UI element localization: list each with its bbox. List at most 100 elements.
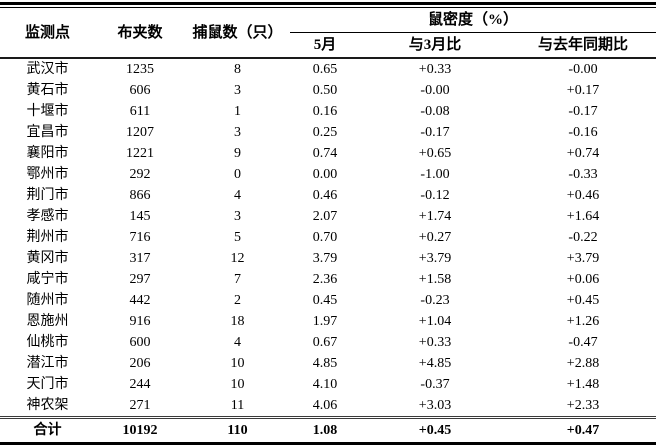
table-row: 仙桃市 600 4 0.67 +0.33 -0.47 <box>0 332 656 353</box>
table-row: 十堰市 611 1 0.16 -0.08 -0.17 <box>0 101 656 122</box>
cell-vs-last-year: +3.79 <box>566 251 600 266</box>
cell-traps: 611 <box>129 104 151 119</box>
cell-captured: 3 <box>234 83 241 98</box>
cell-may: 0.25 <box>312 125 338 140</box>
cell-traps: 866 <box>129 188 151 203</box>
table-row: 黄冈市 317 12 3.79 +3.79 +3.79 <box>0 248 656 269</box>
header-row-sub: 5月 与3月比 与去年同期比 <box>0 32 656 59</box>
cell-traps: 297 <box>129 272 151 287</box>
cell-traps: 600 <box>129 335 151 350</box>
cell-may: 0.74 <box>312 146 338 161</box>
table-row: 荆门市 866 4 0.46 -0.12 +0.46 <box>0 185 656 206</box>
total-vs-march: +0.45 <box>360 416 510 444</box>
cell-vs-last-year: -0.22 <box>568 230 598 245</box>
cell-site: 黄冈市 <box>26 251 69 266</box>
cell-vs-march: +4.85 <box>418 356 452 371</box>
cell-traps: 244 <box>129 377 151 392</box>
cell-site: 仙桃市 <box>26 335 69 350</box>
cell-site: 孝感市 <box>26 209 69 224</box>
table-row: 潜江市 206 10 4.85 +4.85 +2.88 <box>0 353 656 374</box>
cell-site: 随州市 <box>26 293 69 308</box>
cell-may: 0.46 <box>312 188 338 203</box>
cell-traps: 442 <box>129 293 151 308</box>
cell-vs-last-year: -0.16 <box>568 125 598 140</box>
cell-vs-last-year: -0.17 <box>568 104 598 119</box>
table-footer: 合计 10192 110 1.08 +0.45 +0.47 <box>0 416 656 444</box>
col-header-captured: 捕鼠数（只） <box>185 8 290 59</box>
top-rule-thin <box>0 7 656 8</box>
cell-captured: 9 <box>234 146 241 161</box>
table-row: 荆州市 716 5 0.70 +0.27 -0.22 <box>0 227 656 248</box>
cell-vs-march: -0.37 <box>420 377 450 392</box>
cell-vs-march: -0.12 <box>420 188 450 203</box>
total-captured: 110 <box>185 416 290 444</box>
cell-traps: 145 <box>129 209 151 224</box>
cell-vs-march: -1.00 <box>420 167 450 182</box>
table-row: 鄂州市 292 0 0.00 -1.00 -0.33 <box>0 164 656 185</box>
table-row: 襄阳市 1221 9 0.74 +0.65 +0.74 <box>0 143 656 164</box>
cell-site: 黄石市 <box>26 83 69 98</box>
cell-may: 4.85 <box>312 356 338 371</box>
cell-vs-last-year: +0.06 <box>566 272 600 287</box>
table-row: 孝感市 145 3 2.07 +1.74 +1.64 <box>0 206 656 227</box>
cell-traps: 292 <box>129 167 151 182</box>
cell-vs-march: +0.33 <box>418 335 452 350</box>
table-row: 神农架 271 11 4.06 +3.03 +2.33 <box>0 395 656 418</box>
cell-vs-march: +1.58 <box>418 272 452 287</box>
cell-site: 潜江市 <box>26 356 69 371</box>
cell-captured: 8 <box>234 62 241 77</box>
cell-vs-march: +3.79 <box>418 251 452 266</box>
total-site: 合计 <box>0 416 95 444</box>
cell-may: 0.70 <box>312 230 338 245</box>
col-header-site: 监测点 <box>0 8 95 59</box>
col-header-density-group: 鼠密度（%） <box>290 8 656 33</box>
cell-vs-last-year: +1.26 <box>566 314 600 329</box>
cell-traps: 206 <box>129 356 151 371</box>
table-header: 监测点 布夹数 捕鼠数（只） 鼠密度（%） 5月 与3月比 与去年同期比 <box>0 8 656 59</box>
cell-vs-march: +0.65 <box>418 146 452 161</box>
cell-may: 2.07 <box>312 209 338 224</box>
cell-traps: 1207 <box>126 125 154 140</box>
cell-may: 2.36 <box>312 272 338 287</box>
col-header-vs-march: 与3月比 <box>360 32 510 59</box>
cell-captured: 3 <box>234 125 241 140</box>
cell-captured: 5 <box>234 230 241 245</box>
cell-captured: 3 <box>234 209 241 224</box>
cell-vs-last-year: -0.00 <box>568 62 598 77</box>
col-header-vs-last-year: 与去年同期比 <box>510 32 656 59</box>
cell-may: 0.00 <box>312 167 338 182</box>
cell-site: 十堰市 <box>26 104 69 119</box>
cell-vs-march: -0.08 <box>420 104 450 119</box>
cell-vs-last-year: -0.47 <box>568 335 598 350</box>
cell-vs-last-year: +2.33 <box>566 398 600 413</box>
cell-captured: 10 <box>230 377 245 392</box>
cell-captured: 11 <box>230 398 245 413</box>
cell-traps: 916 <box>129 314 151 329</box>
cell-may: 3.79 <box>312 251 338 266</box>
cell-vs-march: +0.33 <box>418 62 452 77</box>
cell-site: 荆门市 <box>26 188 69 203</box>
cell-may: 1.97 <box>312 314 338 329</box>
cell-captured: 0 <box>234 167 241 182</box>
cell-vs-march: -0.00 <box>420 83 450 98</box>
total-may: 1.08 <box>290 416 360 444</box>
cell-vs-last-year: +0.74 <box>566 146 600 161</box>
cell-traps: 271 <box>129 398 151 413</box>
table-row: 天门市 244 10 4.10 -0.37 +1.48 <box>0 374 656 395</box>
cell-site: 荆州市 <box>26 230 69 245</box>
cell-vs-march: +1.74 <box>418 209 452 224</box>
top-rule-thick <box>0 2 656 5</box>
cell-captured: 12 <box>230 251 245 266</box>
cell-captured: 10 <box>230 356 245 371</box>
cell-captured: 4 <box>234 335 241 350</box>
table-row: 黄石市 606 3 0.50 -0.00 +0.17 <box>0 80 656 101</box>
cell-vs-march: +3.03 <box>418 398 452 413</box>
cell-may: 4.06 <box>312 398 338 413</box>
cell-captured: 1 <box>234 104 241 119</box>
cell-may: 0.67 <box>312 335 338 350</box>
table-row: 恩施州 916 18 1.97 +1.04 +1.26 <box>0 311 656 332</box>
table-row: 武汉市 1235 8 0.65 +0.33 -0.00 <box>0 58 656 80</box>
col-header-may: 5月 <box>290 32 360 59</box>
cell-traps: 716 <box>129 230 151 245</box>
